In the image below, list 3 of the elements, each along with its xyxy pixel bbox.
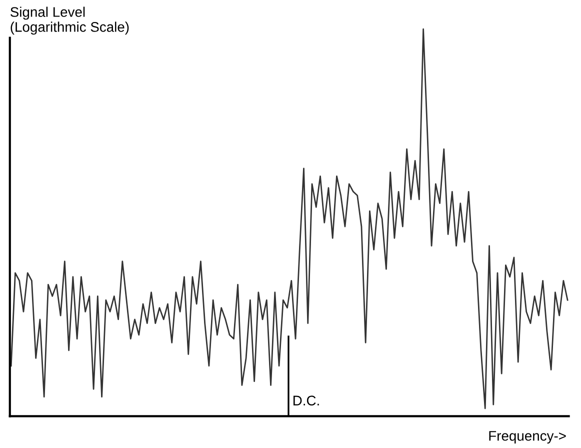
y-axis-title: Signal Level (Logarithmic Scale)	[10, 6, 129, 35]
annotation: D.C.	[294, 396, 319, 406]
x-axis-title: Frequency->	[489, 431, 566, 444]
